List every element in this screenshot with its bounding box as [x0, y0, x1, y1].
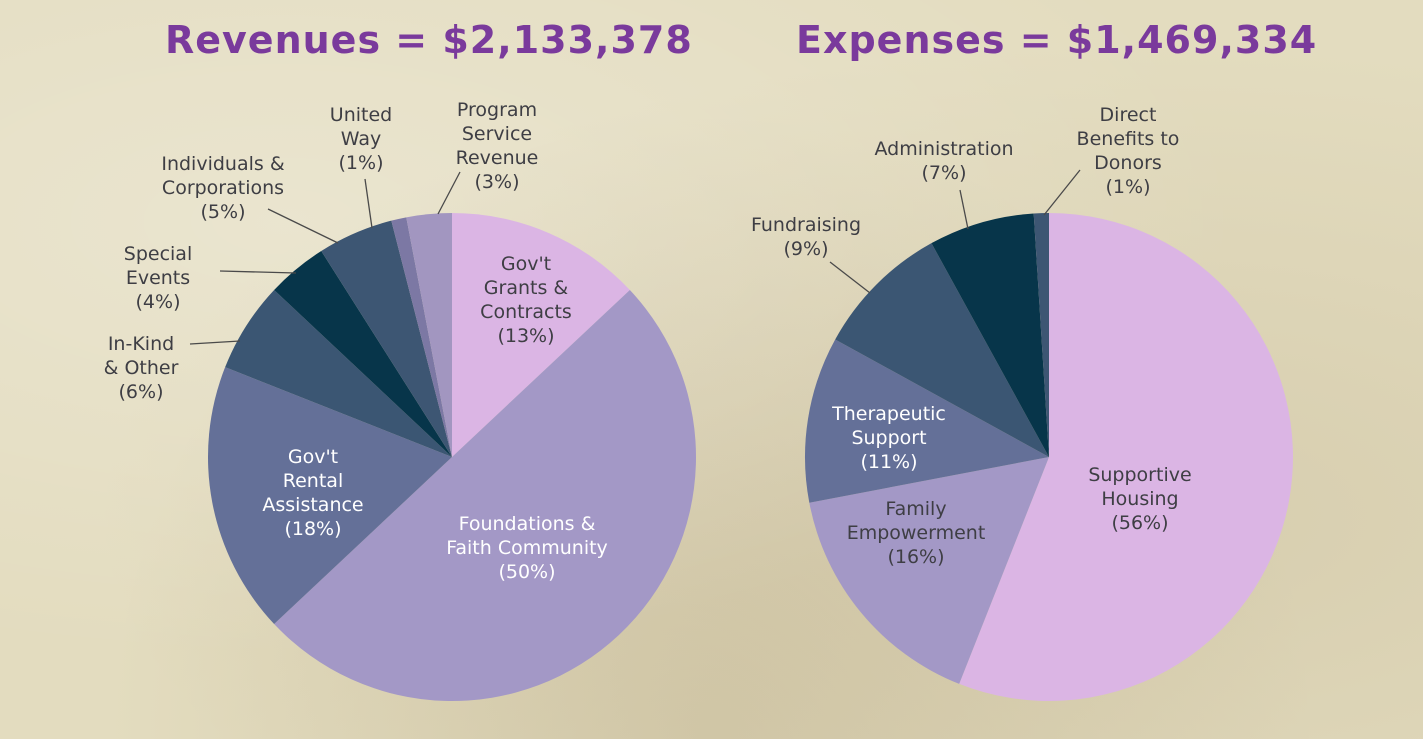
leader-line-administration [959, 189, 969, 230]
slice-label-fundraising: Fundraising (9%) [751, 214, 861, 260]
pie-slice-united-way [391, 217, 452, 457]
pie-slice-in-kind-other [225, 289, 452, 457]
pie-slice-gov-t-grants-contracts [452, 213, 630, 457]
pie-slice-therapeutic-support [804, 339, 1049, 503]
pie-slice-foundations-faith-community [274, 289, 697, 702]
pie-slice-family-empowerment [809, 457, 1049, 684]
leader-line-program-service-revenue [437, 171, 461, 215]
leader-line-fundraising [829, 261, 871, 294]
slice-label-gov-t-grants-contracts: Gov't Grants & Contracts (13%) [480, 253, 572, 347]
slice-label-program-service-revenue: Program Service Revenue (3%) [456, 99, 539, 193]
leader-line-in-kind-other [189, 340, 241, 345]
revenues-title: Revenues = $2,133,378 [165, 18, 693, 62]
leader-line-special-events [219, 270, 297, 274]
leader-line-direct-benefits-to-donors [1043, 169, 1081, 216]
slice-label-therapeutic-support: Therapeutic Support (11%) [831, 403, 946, 473]
slice-label-foundations-faith-community: Foundations & Faith Community (50%) [446, 513, 608, 583]
slice-label-special-events: Special Events (4%) [124, 243, 192, 313]
slice-label-in-kind-other: In-Kind & Other (6%) [104, 333, 179, 403]
pie-slice-program-service-revenue [406, 213, 452, 457]
slice-label-gov-t-rental-assistance: Gov't Rental Assistance (18%) [262, 446, 363, 540]
expenses-pie: Supportive Housing (56%) Family Empowerment(… [751, 104, 1293, 701]
pie-slice-special-events [274, 250, 452, 457]
slice-label-supportive-housing: Supportive Housing (56%) [1088, 464, 1191, 534]
pie-slice-supportive-housing [959, 213, 1293, 701]
pie-slice-fundraising [835, 243, 1049, 457]
slice-label-individuals-corporations: Individuals & Corporations (5%) [161, 153, 284, 223]
expenses-title: Expenses = $1,469,334 [796, 18, 1318, 62]
pie-slice-gov-t-rental-assistance [207, 367, 452, 625]
slice-label-united-way: United Way (1%) [330, 104, 392, 174]
pie-slice-direct-benefits-to-donors [1033, 213, 1049, 457]
slice-label-direct-benefits-to-donors: Direct Benefits to Donors (1%) [1077, 104, 1180, 198]
leader-line-united-way [364, 178, 373, 229]
pie-slice-administration [931, 213, 1049, 457]
revenues-pie: Gov't Grants & Contracts (13%) Foundations &… [104, 99, 697, 702]
leader-line-individuals-corporations [267, 208, 339, 244]
slice-label-administration: Administration (7%) [874, 138, 1013, 184]
pie-slice-individuals-corporations [321, 220, 452, 457]
slice-label-family-empowerment: Family Empowerment (16%) [847, 498, 986, 568]
